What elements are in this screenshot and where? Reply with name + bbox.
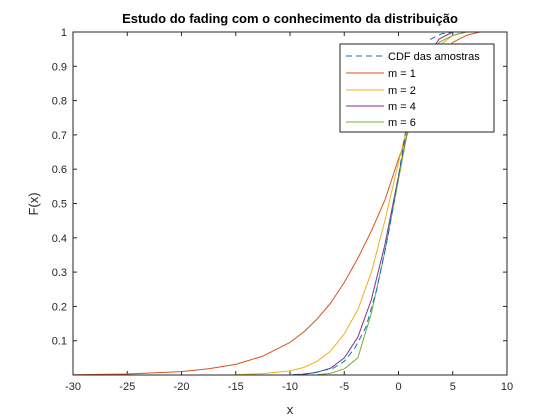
y-tick-label: 0.5 bbox=[52, 199, 67, 211]
legend-label-m1: m = 1 bbox=[388, 68, 416, 80]
y-tick-label: 1 bbox=[61, 27, 67, 39]
axes-box bbox=[72, 31, 508, 376]
tick-labels-layer: -30 -25 -20 -15 -10 -5 0 5 10 0.1 0.2 0.3 0.4 0.5 0.6 0… bbox=[52, 27, 513, 393]
y-axis-label: F(x) bbox=[26, 192, 41, 215]
y-tick-label: 0.8 bbox=[52, 96, 67, 108]
legend-label-m4: m = 4 bbox=[388, 101, 416, 113]
y-tick-label: 0.4 bbox=[52, 233, 67, 245]
y-tick-label: 0.6 bbox=[52, 164, 67, 176]
legend-label-cdf: CDF das amostras bbox=[388, 51, 480, 63]
legend-label-m6: m = 6 bbox=[388, 117, 416, 129]
x-tick-label: -20 bbox=[174, 381, 190, 393]
x-tick-label: 10 bbox=[501, 381, 513, 393]
y-tick-label: 0.2 bbox=[52, 301, 67, 313]
series-line-m-1 bbox=[72, 31, 507, 376]
legend-box bbox=[339, 43, 495, 133]
y-tick-label: 0.1 bbox=[52, 336, 67, 348]
x-axis-label: x bbox=[287, 402, 294, 417]
series-line-m-6 bbox=[317, 31, 480, 376]
legend-label-m2: m = 2 bbox=[388, 85, 416, 97]
x-tick-label: -15 bbox=[228, 381, 244, 393]
legend: CDF das amostras m = 1 m = 2 m = 4 m = 6 bbox=[339, 43, 495, 133]
y-tick-label: 0.3 bbox=[52, 267, 67, 279]
chart-title: Estudo do fading com o conhecimento da d… bbox=[122, 11, 458, 26]
x-tick-label: -25 bbox=[119, 381, 135, 393]
y-tick-label: 0.7 bbox=[52, 130, 67, 142]
x-tick-label: -10 bbox=[282, 381, 298, 393]
x-tick-label: -5 bbox=[339, 381, 349, 393]
x-tick-label: -30 bbox=[65, 381, 81, 393]
x-tick-label: 5 bbox=[450, 381, 456, 393]
y-tick-label: 0.9 bbox=[52, 61, 67, 73]
series-line-m-4 bbox=[289, 31, 480, 376]
x-tick-label: 0 bbox=[395, 381, 401, 393]
